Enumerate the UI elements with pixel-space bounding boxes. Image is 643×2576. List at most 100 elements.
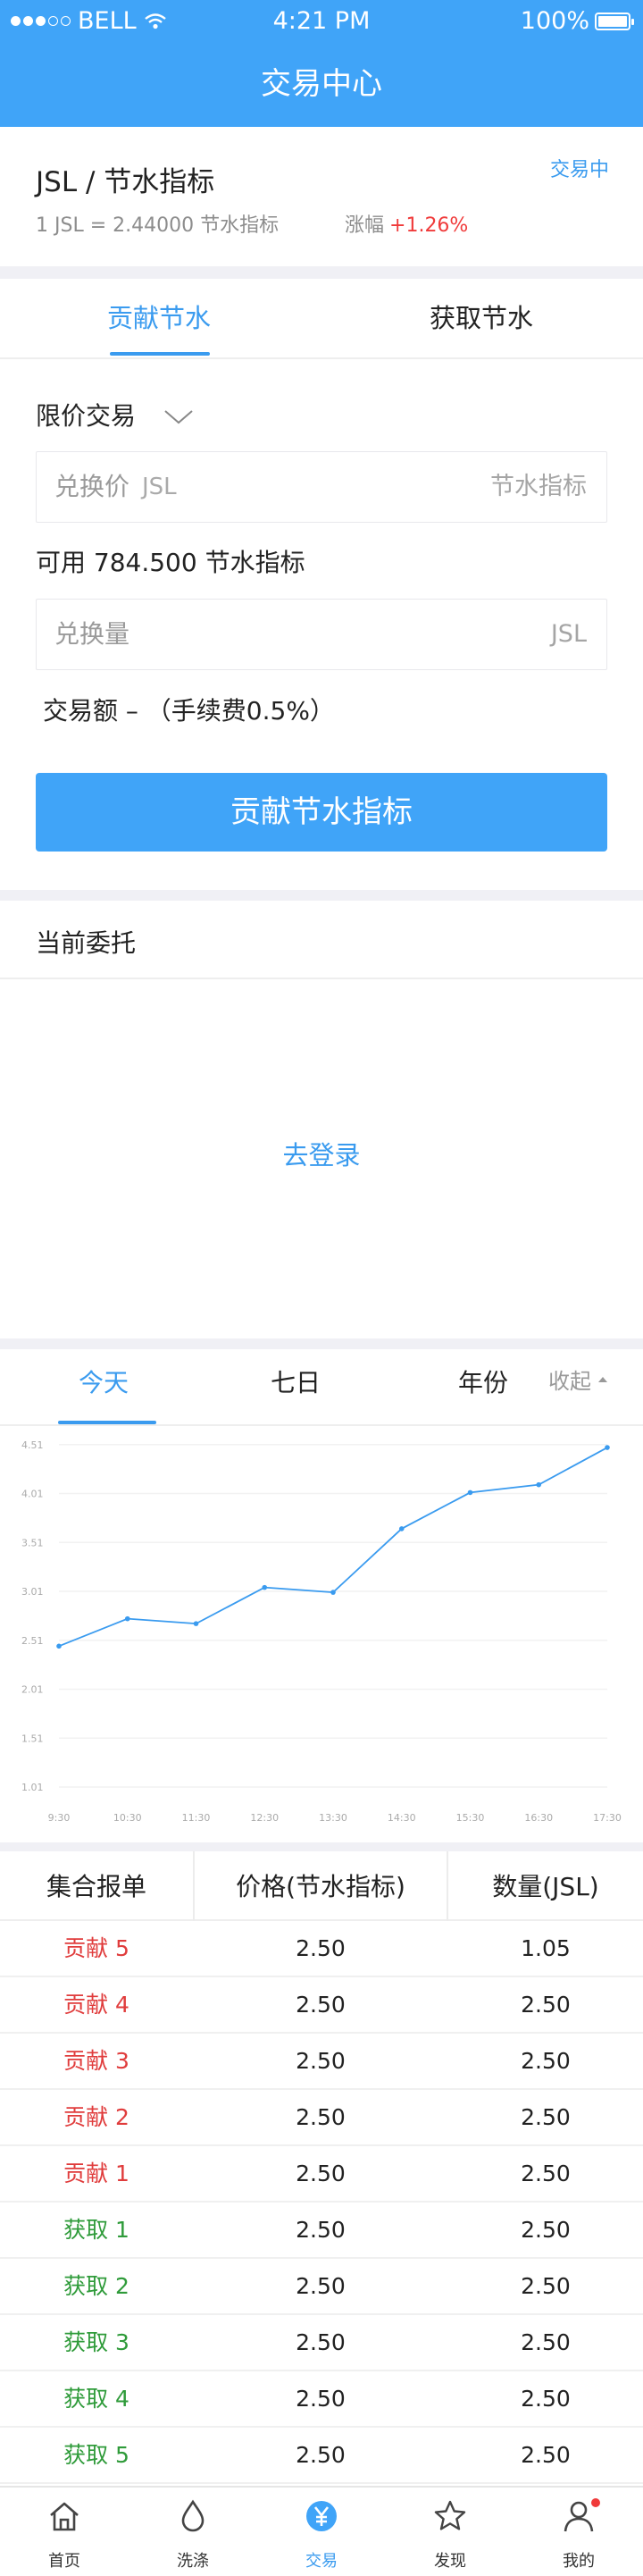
order-qty: 2.50 — [521, 1992, 571, 2018]
order-book-row[interactable]: 获取 5 2.50 2.50 — [0, 2428, 643, 2484]
tab-year[interactable]: 年份 — [458, 1368, 509, 1397]
order-book-row[interactable]: 贡献 2 2.50 2.50 — [0, 2090, 643, 2146]
contribute-button[interactable]: 贡献节水指标 — [36, 773, 607, 852]
tabbar-wash[interactable]: 洗涤 — [129, 2488, 257, 2576]
order-side: 贡献 5 — [63, 1935, 129, 1961]
price-chart-panel: 今天 七日 年份 收起 5.014.514.013.513.012.512.01… — [0, 1349, 643, 1842]
order-type-select[interactable]: 限价交易 — [36, 397, 194, 432]
tabbar-trade[interactable]: 交易 — [257, 2488, 386, 2576]
tabbar-label: 我的 — [563, 2552, 595, 2571]
order-qty: 1.05 — [521, 1935, 571, 1961]
tabbar-discover[interactable]: 发现 — [386, 2488, 514, 2576]
exchange-rate: 1 JSL = 2.44000 节水指标 — [36, 214, 280, 237]
notification-dot — [591, 2498, 600, 2507]
order-qty: 2.50 — [521, 2329, 571, 2355]
login-link[interactable]: 去登录 — [282, 1140, 361, 1171]
order-book-row[interactable]: 贡献 4 2.50 2.50 — [0, 1977, 643, 2034]
current-orders: 当前委托 去登录 — [0, 901, 643, 1338]
tab-contribute[interactable]: 贡献节水 — [106, 303, 211, 333]
order-price: 2.50 — [296, 2442, 346, 2468]
x-tick-label: 10:30 — [113, 1812, 142, 1824]
battery-icon — [595, 12, 634, 30]
col-price: 价格(节水指标) — [236, 1872, 405, 1901]
trade-volume: 交易额 – （手续费0.5%） — [43, 696, 335, 726]
divider — [0, 357, 643, 359]
order-price: 2.50 — [296, 1992, 346, 2018]
y-tick-label: 2.01 — [21, 1684, 44, 1696]
order-qty: 2.50 — [521, 2161, 571, 2186]
carrier-name: BELL — [78, 7, 137, 35]
price-input[interactable]: 兑换价 JSL 节水指标 — [36, 451, 607, 523]
data-point — [398, 1526, 405, 1531]
price-label: 兑换价 — [54, 472, 130, 501]
tab-seven-days[interactable]: 七日 — [271, 1368, 322, 1397]
drop-icon — [181, 2499, 205, 2532]
data-point — [467, 1489, 473, 1496]
price-line-chart: 5.014.514.013.513.012.512.011.511.019:30… — [21, 1439, 622, 1824]
order-side: 贡献 2 — [63, 2104, 129, 2130]
x-tick-label: 14:30 — [388, 1812, 416, 1824]
order-price: 2.50 — [296, 2386, 346, 2412]
order-book-row[interactable]: 获取 3 2.50 2.50 — [0, 2315, 643, 2371]
tabbar-label: 发现 — [434, 2552, 466, 2571]
home-icon — [50, 2502, 79, 2531]
user-icon — [564, 2501, 594, 2532]
order-qty: 2.50 — [521, 2442, 571, 2468]
x-tick-label: 9:30 — [48, 1812, 71, 1824]
column-divider — [447, 1851, 448, 1921]
tabbar-label: 首页 — [48, 2552, 80, 2571]
col-qty: 数量(JSL) — [492, 1872, 599, 1901]
chevron-down-icon — [164, 410, 193, 424]
data-point — [193, 1621, 199, 1626]
order-book-row[interactable]: 贡献 3 2.50 2.50 — [0, 2034, 643, 2090]
carrier: BELL — [11, 7, 167, 35]
signal-icon — [11, 16, 71, 26]
x-tick-label: 11:30 — [182, 1812, 211, 1824]
order-book-row[interactable]: 获取 4 2.50 2.50 — [0, 2371, 643, 2428]
series-line — [58, 1447, 608, 1648]
x-tick-label: 15:30 — [456, 1812, 485, 1824]
battery-percent: 100% — [520, 7, 589, 35]
tabbar-mine[interactable]: 我的 — [514, 2488, 643, 2576]
tabbar-label: 交易 — [305, 2552, 338, 2571]
status-bar: BELL 4:21 PM 100% — [0, 0, 643, 41]
bottom-tabbar: 首页 洗涤 交易 发现 我的 — [0, 2486, 643, 2576]
y-tick-label: 4.01 — [21, 1489, 44, 1500]
x-tick-label: 12:30 — [250, 1812, 279, 1824]
x-tick-label: 16:30 — [524, 1812, 553, 1824]
order-side: 贡献 4 — [63, 1992, 129, 2018]
battery: 100% — [520, 7, 634, 35]
tab-today[interactable]: 今天 — [79, 1368, 129, 1397]
divider — [0, 1424, 643, 1426]
x-tick-label: 17:30 — [593, 1812, 622, 1824]
trading-status-link[interactable]: 交易中 — [549, 159, 609, 181]
order-price: 2.50 — [296, 2329, 346, 2355]
collapse-button[interactable]: 收起 — [548, 1364, 607, 1395]
order-side: 获取 1 — [63, 2217, 129, 2243]
order-book-row[interactable]: 贡献 1 2.50 2.50 — [0, 2146, 643, 2203]
amount-placeholder: 兑换量 — [54, 619, 130, 649]
order-qty: 2.50 — [521, 2104, 571, 2130]
order-book-row[interactable]: 贡献 5 2.50 1.05 — [0, 1921, 643, 1977]
data-point — [605, 1445, 610, 1450]
amount-input[interactable]: 兑换量 JSL — [36, 599, 607, 670]
order-book-row[interactable]: 获取 1 2.50 2.50 — [0, 2203, 643, 2259]
order-side: 获取 2 — [63, 2273, 129, 2299]
change-value: +1.26% — [389, 214, 469, 237]
divider — [0, 978, 643, 979]
order-qty: 2.50 — [521, 2217, 571, 2243]
order-price: 2.50 — [296, 2161, 346, 2186]
y-tick-label: 1.01 — [21, 1782, 44, 1793]
order-book-header: 集合报单 价格(节水指标) 数量(JSL) — [0, 1851, 643, 1921]
order-qty: 2.50 — [521, 2048, 571, 2074]
order-book-row[interactable]: 获取 2 2.50 2.50 — [0, 2259, 643, 2315]
caret-up-icon — [598, 1377, 607, 1382]
tabbar-home[interactable]: 首页 — [0, 2488, 129, 2576]
tab-obtain[interactable]: 获取节水 — [429, 303, 533, 333]
star-icon — [434, 2500, 466, 2530]
y-tick-label: 2.51 — [21, 1635, 44, 1647]
trade-panel: 贡献节水 获取节水 限价交易 兑换价 JSL 节水指标 可用 784.500 节… — [0, 279, 643, 890]
data-point — [330, 1590, 336, 1595]
data-point — [124, 1615, 130, 1622]
order-price: 2.50 — [296, 1935, 346, 1961]
